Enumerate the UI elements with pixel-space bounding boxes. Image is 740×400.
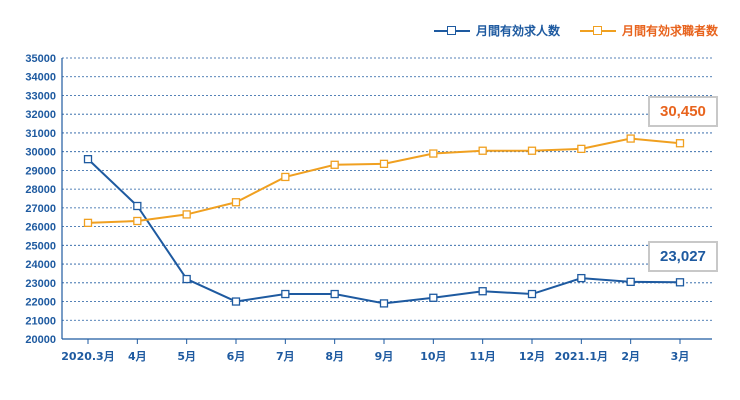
data-point-job-seekers (379, 159, 389, 168)
y-tick-label: 34000 (25, 72, 56, 84)
data-point-job-openings (133, 201, 142, 211)
data-point-job-seekers (133, 216, 142, 226)
y-tick-label: 33000 (25, 90, 56, 102)
y-tick-label: 29000 (25, 165, 56, 177)
data-point-job-openings (478, 287, 487, 296)
y-tick-label: 21000 (25, 315, 56, 327)
y-tick-label: 31000 (25, 128, 56, 140)
callout-openings-last-value: 23,027 (648, 241, 718, 272)
x-tick-label: 7月 (276, 350, 295, 363)
series-line-job-openings (87, 158, 681, 305)
data-point-job-openings (527, 289, 537, 299)
x-tick-label: 4月 (128, 350, 147, 363)
y-tick-label: 23000 (25, 278, 56, 290)
data-point-job-seekers (626, 134, 635, 143)
x-tick-label: 8月 (325, 350, 344, 363)
legend-label-job-seekers: 月間有効求職者数 (621, 24, 718, 38)
legend: 月間有効求人数 月間有効求職者数 (433, 22, 718, 39)
y-tick-label: 24000 (25, 259, 56, 271)
legend-swatch-job-seekers (579, 25, 616, 36)
data-point-job-seekers (675, 139, 685, 148)
x-tick-label: 2020.3月 (61, 350, 114, 363)
legend-label-job-openings: 月間有効求人数 (475, 24, 560, 38)
data-point-job-seekers (83, 218, 93, 228)
data-point-job-seekers (182, 210, 191, 219)
data-point-job-openings (83, 155, 93, 164)
x-tick-label: 10月 (420, 350, 446, 363)
y-tick-label: 20000 (25, 334, 56, 346)
data-point-job-seekers (330, 160, 339, 169)
y-tick-label: 22000 (25, 297, 56, 309)
data-point-job-openings (330, 289, 339, 299)
x-tick-label: 11月 (470, 350, 496, 363)
x-tick-label: 2月 (621, 350, 640, 363)
x-tick-label: 9月 (375, 350, 394, 363)
data-point-job-openings (429, 293, 438, 302)
data-point-job-seekers (429, 149, 438, 158)
callout-seekers-last-value: 30,450 (648, 96, 718, 127)
data-point-job-openings (281, 289, 290, 299)
data-point-job-openings (675, 278, 685, 287)
legend-swatch-job-openings (433, 25, 470, 36)
data-point-job-seekers (527, 146, 537, 155)
series-line-job-seekers (87, 137, 681, 224)
x-tick-label: 2021.1月 (555, 350, 608, 363)
data-point-job-seekers (281, 172, 290, 182)
y-tick-label: 35000 (25, 53, 56, 65)
y-tick-label: 32000 (25, 109, 56, 121)
x-tick-label: 12月 (519, 350, 545, 363)
data-point-job-openings (577, 273, 586, 283)
data-point-job-openings (182, 274, 191, 284)
data-point-job-openings (231, 297, 241, 306)
x-tick-label: 6月 (227, 350, 246, 363)
y-tick-label: 25000 (25, 240, 56, 252)
data-point-job-openings (626, 277, 635, 287)
y-tick-label: 30000 (25, 147, 56, 159)
data-point-job-seekers (231, 198, 241, 207)
y-tick-label: 28000 (25, 184, 56, 196)
y-tick-label: 27000 (25, 203, 56, 215)
data-point-job-openings (379, 299, 389, 308)
x-tick-label: 5月 (177, 350, 196, 363)
x-tick-label: 3月 (671, 350, 690, 363)
legend-item-job-openings: 月間有効求人数 (433, 22, 560, 39)
data-point-job-seekers (577, 144, 586, 154)
legend-item-job-seekers: 月間有効求職者数 (579, 22, 718, 39)
data-point-job-seekers (478, 146, 487, 155)
y-tick-label: 26000 (25, 222, 56, 234)
